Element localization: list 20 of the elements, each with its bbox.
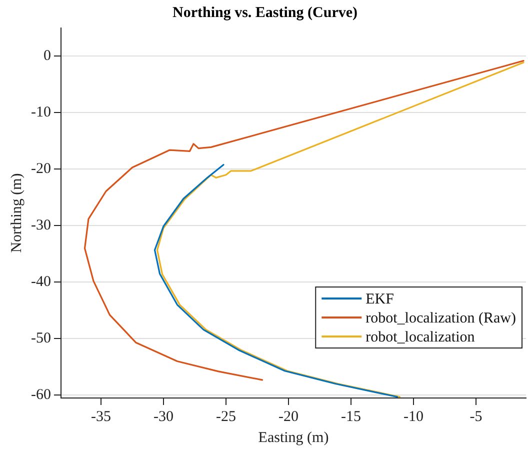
y-tick-label: -30 [30, 218, 51, 234]
x-tick-label: -30 [153, 408, 174, 425]
y-tick-label: 0 [43, 48, 51, 64]
legend-label: robot_localization (Raw) [366, 310, 516, 326]
chart-title: Northing vs. Easting (Curve) [172, 4, 358, 21]
y-tick-label: -60 [30, 387, 51, 404]
x-axis-title: Easting (m) [258, 430, 329, 446]
y-tick-label: -40 [30, 274, 51, 290]
legend-label: EKF [366, 291, 394, 308]
y-axis-title: Northing (m) [8, 173, 25, 253]
y-tick-label: -10 [30, 104, 51, 121]
x-tick-label: -35 [90, 408, 111, 425]
legend-label: robot_localization [366, 329, 476, 346]
y-tick-label: -20 [30, 161, 51, 178]
x-tick-label: -15 [341, 408, 361, 425]
y-tick-label: -50 [30, 330, 51, 347]
x-tick-label: -10 [404, 408, 424, 425]
x-tick-label: -20 [278, 408, 298, 425]
x-tick-label: -25 [216, 408, 236, 425]
x-tick-label: -5 [470, 408, 482, 425]
